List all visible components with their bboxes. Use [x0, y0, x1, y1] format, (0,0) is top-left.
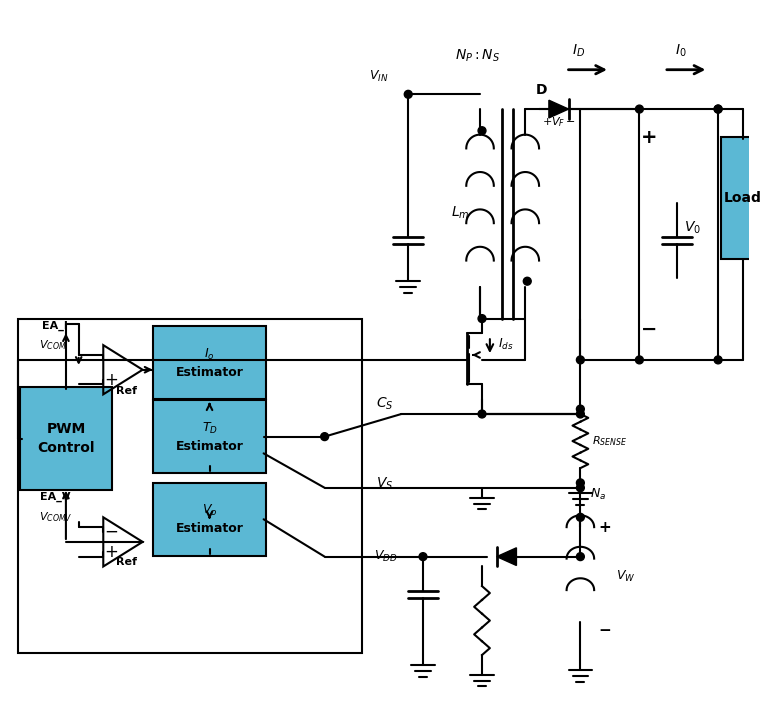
- Text: $I_{ds}$: $I_{ds}$: [498, 337, 514, 352]
- Text: $N_P : N_S$: $N_P : N_S$: [454, 48, 499, 64]
- Polygon shape: [549, 101, 568, 118]
- Circle shape: [478, 127, 486, 135]
- Text: +: +: [599, 520, 611, 535]
- Text: PWM
Control: PWM Control: [37, 423, 94, 455]
- Text: $V_{DD}$: $V_{DD}$: [374, 549, 397, 564]
- FancyBboxPatch shape: [154, 400, 266, 473]
- Text: EA_I: EA_I: [42, 321, 68, 331]
- Circle shape: [576, 479, 584, 487]
- Circle shape: [576, 410, 584, 418]
- FancyBboxPatch shape: [20, 387, 112, 490]
- Text: +: +: [104, 370, 118, 389]
- Circle shape: [478, 410, 486, 418]
- Circle shape: [576, 356, 584, 364]
- Circle shape: [576, 405, 584, 413]
- Text: $V_{IN}$: $V_{IN}$: [369, 69, 389, 84]
- FancyBboxPatch shape: [721, 137, 761, 258]
- Text: $V_{COMI}$: $V_{COMI}$: [40, 338, 69, 352]
- Text: $R_{SENSE}$: $R_{SENSE}$: [592, 434, 627, 448]
- Text: $V_o$
Estimator: $V_o$ Estimator: [176, 503, 244, 535]
- Text: $+V_F-$: $+V_F-$: [542, 115, 576, 129]
- Text: $N_a$: $N_a$: [591, 486, 607, 502]
- Polygon shape: [497, 548, 517, 566]
- Text: +: +: [641, 128, 658, 147]
- Text: D: D: [535, 84, 546, 97]
- Text: Ref: Ref: [116, 556, 137, 566]
- Text: −: −: [641, 320, 658, 339]
- Text: $C_S$: $C_S$: [376, 395, 393, 411]
- Text: −: −: [599, 623, 611, 639]
- Text: $T_D$
Estimator: $T_D$ Estimator: [176, 421, 244, 452]
- Text: −: −: [104, 351, 118, 369]
- Circle shape: [635, 356, 643, 364]
- Text: EA_V: EA_V: [40, 491, 70, 502]
- Text: Load: Load: [724, 190, 761, 205]
- Circle shape: [320, 433, 329, 440]
- Text: +: +: [104, 543, 118, 561]
- FancyBboxPatch shape: [154, 326, 266, 399]
- Circle shape: [419, 553, 427, 561]
- Circle shape: [576, 553, 584, 561]
- Text: $I_o$
Estimator: $I_o$ Estimator: [176, 347, 244, 379]
- Circle shape: [404, 91, 412, 98]
- Circle shape: [524, 278, 531, 285]
- Text: $V_W$: $V_W$: [616, 569, 635, 584]
- Text: −: −: [104, 523, 118, 541]
- Circle shape: [478, 314, 486, 323]
- Text: $V_{COMV}$: $V_{COMV}$: [40, 510, 73, 524]
- Circle shape: [576, 513, 584, 521]
- Text: $V_S$: $V_S$: [376, 476, 393, 492]
- Text: $V_0$: $V_0$: [684, 220, 701, 236]
- Circle shape: [714, 356, 722, 364]
- Text: $I_0$: $I_0$: [675, 43, 686, 59]
- Text: $I_D$: $I_D$: [572, 43, 585, 59]
- Circle shape: [635, 105, 643, 113]
- Circle shape: [576, 484, 584, 492]
- Text: Ref: Ref: [116, 387, 137, 396]
- Circle shape: [714, 105, 722, 113]
- FancyBboxPatch shape: [154, 483, 266, 556]
- Circle shape: [714, 105, 722, 113]
- Text: $L_m$: $L_m$: [451, 204, 470, 221]
- Bar: [18, 319, 362, 653]
